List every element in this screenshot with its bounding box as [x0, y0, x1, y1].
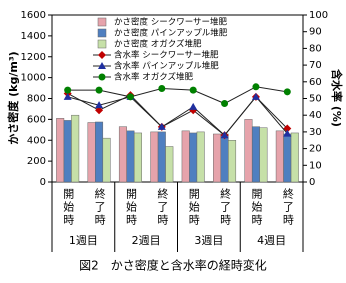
line-marker — [251, 92, 260, 100]
x-tick-label: 終了時 — [93, 187, 106, 227]
bar — [95, 121, 104, 183]
bar — [275, 130, 284, 183]
legend-label: 含水率 シークワーサー堆肥 — [114, 50, 219, 61]
line-marker — [95, 106, 104, 115]
legend-swatch — [97, 17, 107, 27]
bar — [126, 130, 135, 183]
x-tick-label: 終了時 — [219, 187, 232, 227]
line-marker — [95, 101, 104, 109]
y2-tick-label: 70 — [309, 60, 322, 71]
bar — [133, 132, 142, 183]
y2-tick-label: 0 — [309, 177, 315, 188]
bar — [102, 137, 111, 183]
y-tick-label: 600 — [27, 114, 46, 125]
line-marker — [95, 86, 103, 94]
legend-swatch — [97, 39, 107, 49]
x-tick-label: 終了時 — [281, 187, 294, 227]
y2-tick-label: 50 — [309, 94, 322, 105]
bar — [189, 132, 198, 183]
x-tick-label: 開始時 — [187, 188, 200, 227]
x-tick-label: 開始時 — [124, 188, 137, 227]
y2-tick-label: 10 — [309, 160, 322, 171]
legend-marker — [98, 73, 106, 81]
bar — [87, 122, 96, 183]
line-marker — [283, 88, 291, 96]
group-label: 4週目 — [257, 234, 286, 247]
bar — [213, 133, 222, 183]
y2-axis-label: 含水率 (%) — [330, 68, 344, 127]
bar — [228, 140, 237, 183]
y-axis-label: かさ密度 (kg/m³) — [6, 51, 20, 144]
group-label: 2週目 — [132, 234, 161, 247]
legend-label: かさ密度 パインアップル堆肥 — [114, 28, 228, 39]
legend-label: かさ密度 オガクズ堆肥 — [114, 39, 202, 50]
line-marker — [189, 86, 197, 94]
line-marker — [158, 84, 166, 92]
bar — [290, 132, 299, 183]
line-marker — [252, 83, 260, 91]
group-label: 1週目 — [69, 234, 98, 247]
bar — [181, 130, 190, 183]
y-tick-label: 0 — [40, 177, 46, 188]
x-tick-label: 開始時 — [62, 188, 75, 227]
bar — [220, 133, 229, 183]
line-marker — [189, 102, 198, 110]
y2-tick-label: 30 — [309, 127, 322, 138]
x-tick-label: 終了時 — [156, 187, 169, 227]
y2-tick-label: 80 — [309, 43, 322, 54]
bar — [63, 120, 72, 183]
caption: 図2 かさ密度と含水率の経時変化 — [79, 258, 267, 273]
line — [67, 96, 288, 136]
y2-tick-label: 40 — [309, 110, 322, 121]
line-marker — [64, 86, 72, 94]
legend-label: 含水率 パインアップル堆肥 — [114, 61, 219, 72]
y2-tick-label: 90 — [309, 27, 322, 38]
y-tick-label: 200 — [27, 156, 46, 167]
legend-label: かさ密度 シークワーサー堆肥 — [114, 17, 228, 28]
y2-tick-label: 60 — [309, 77, 322, 88]
line-marker — [157, 122, 166, 130]
legend-marker — [98, 62, 106, 69]
bar — [259, 127, 268, 183]
group-label: 3週目 — [194, 234, 223, 247]
legend-label: 含水率 オガクズ堆肥 — [114, 72, 194, 83]
line-marker — [220, 131, 229, 139]
bar — [165, 146, 174, 183]
y-tick-label: 1400 — [21, 31, 46, 42]
bar — [71, 114, 80, 183]
line-marker — [63, 92, 72, 100]
y2-tick-label: 20 — [309, 144, 322, 155]
bar — [196, 131, 205, 183]
y-tick-label: 400 — [27, 135, 46, 146]
line-marker — [221, 100, 229, 108]
legend-marker — [98, 51, 106, 59]
y2-tick-label: 100 — [309, 10, 328, 21]
bar — [56, 118, 65, 183]
legend-swatch — [97, 28, 107, 38]
line-marker — [283, 129, 292, 137]
line-marker — [126, 93, 134, 101]
y-tick-label: 1600 — [21, 10, 46, 21]
bar — [283, 133, 292, 183]
bar — [157, 131, 166, 183]
y-tick-label: 1000 — [21, 73, 46, 84]
bar — [150, 131, 159, 183]
y-tick-label: 800 — [27, 94, 46, 105]
bar — [244, 119, 253, 183]
y-tick-label: 1200 — [21, 52, 46, 63]
x-tick-label: 開始時 — [250, 188, 263, 227]
bar — [118, 126, 127, 183]
line — [67, 86, 288, 105]
bar — [251, 126, 260, 183]
